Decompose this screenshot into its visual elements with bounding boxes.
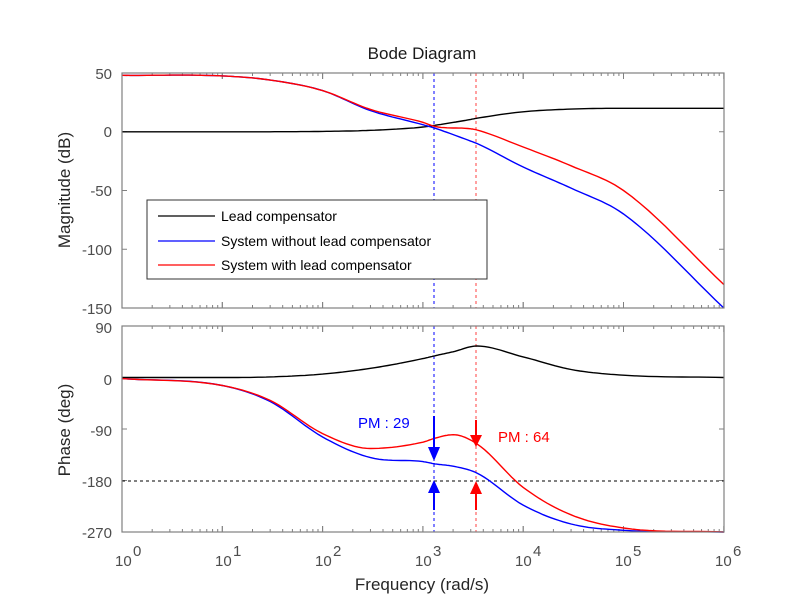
phase-y-label: Phase (deg): [55, 384, 74, 477]
phase-axes-box: [121, 325, 725, 533]
magnitude-y-label: Magnitude (dB): [55, 132, 74, 248]
x-tick-1e3: 103: [415, 543, 441, 570]
legend-item-without-compensator: System without lead compensator: [221, 233, 431, 249]
mag-tick-50: 50: [95, 66, 112, 83]
x-axis-label: Frequency (rad/s): [355, 575, 489, 594]
system-with-lead-compensator-phase-curve: [121, 377, 724, 533]
svg-text:10: 10: [215, 553, 232, 570]
svg-text:10: 10: [315, 553, 332, 570]
x-tick-labels: 100 101 102 103 104 105 106: [115, 543, 741, 570]
svg-text:6: 6: [733, 543, 741, 560]
phase-y-tick-labels: 90 0 -90 -180 -270: [82, 320, 112, 542]
svg-text:4: 4: [533, 543, 541, 560]
system-without-lead-compensator-phase-curve: [121, 377, 724, 533]
lead-compensator-phase-curve: [122, 345, 724, 379]
svg-text:5: 5: [633, 543, 641, 560]
lead-compensator-magnitude-curve: [122, 107, 724, 133]
phase-tick-0: 0: [104, 372, 112, 389]
svg-text:10: 10: [415, 553, 432, 570]
x-tick-1e4: 104: [515, 543, 541, 570]
svg-text:10: 10: [115, 553, 132, 570]
magnitude-axes-box: [121, 72, 725, 309]
magnitude-y-tick-labels: 50 0 -50 -100 -150: [82, 66, 112, 318]
phase-tick-neg270: -270: [82, 525, 112, 542]
svg-text:10: 10: [715, 553, 732, 570]
pm-label-red: PM : 64: [498, 429, 550, 446]
svg-text:0: 0: [133, 543, 141, 560]
phase-x-minor-ticks: [121, 325, 725, 533]
svg-text:3: 3: [433, 543, 441, 560]
phase-tick-90: 90: [95, 320, 112, 337]
phase-tick-neg180: -180: [82, 474, 112, 491]
x-tick-1e6: 106: [715, 543, 741, 570]
pm-label-blue: PM : 29: [358, 415, 410, 432]
x-tick-1e1: 101: [215, 543, 241, 570]
x-tick-1e2: 102: [315, 543, 341, 570]
x-tick-1e5: 105: [615, 543, 641, 570]
legend-item-with-compensator: System with lead compensator: [221, 257, 412, 273]
svg-text:10: 10: [515, 553, 532, 570]
magnitude-panel: 50 0 -50 -100 -150 Magnitude (dB) Lead c…: [55, 66, 725, 318]
mag-tick-neg100: -100: [82, 242, 112, 259]
svg-text:10: 10: [615, 553, 632, 570]
legend: Lead compensator System without lead com…: [146, 199, 488, 280]
mag-tick-neg150: -150: [82, 301, 112, 318]
phase-tick-neg90: -90: [90, 423, 112, 440]
x-tick-1e0: 100: [115, 543, 141, 570]
legend-item-lead-compensator: Lead compensator: [221, 208, 337, 224]
mag-tick-0: 0: [104, 124, 112, 141]
magnitude-curves: [121, 74, 725, 309]
phase-curves: [121, 345, 724, 533]
svg-text:2: 2: [333, 543, 341, 560]
svg-text:1: 1: [233, 543, 241, 560]
mag-tick-neg50: -50: [90, 183, 112, 200]
chart-title: Bode Diagram: [368, 44, 477, 63]
pm-arrows: [428, 416, 482, 510]
phase-panel: PM : 29 PM : 64 90 0 -90 -180 -270 Phase…: [55, 320, 725, 542]
system-with-lead-compensator-magnitude-curve: [121, 74, 725, 286]
